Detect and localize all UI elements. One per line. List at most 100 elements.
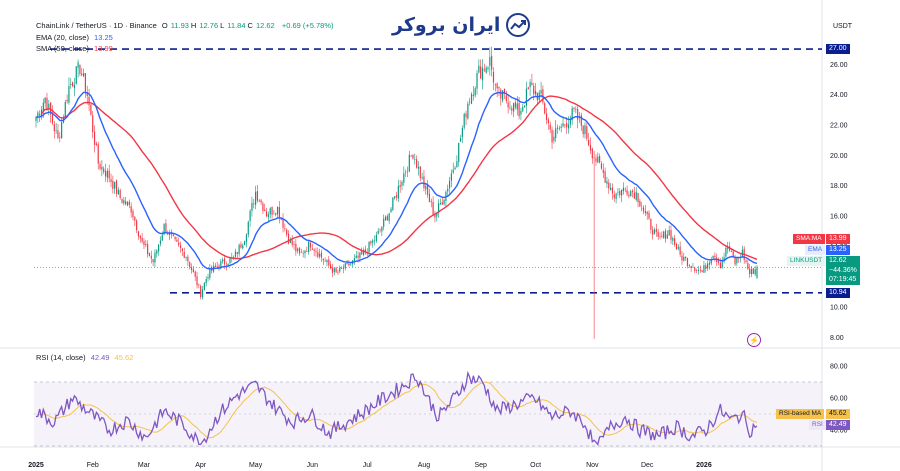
candle-body bbox=[545, 113, 548, 120]
candle-body bbox=[642, 207, 645, 212]
candle-body bbox=[419, 166, 421, 178]
candle-body bbox=[207, 277, 209, 279]
candle-body bbox=[569, 118, 571, 125]
candle-body bbox=[319, 253, 321, 257]
candle-body bbox=[178, 242, 180, 246]
candle-body bbox=[311, 248, 313, 250]
candle-body bbox=[72, 82, 74, 86]
candle-body bbox=[628, 194, 630, 197]
candle-body bbox=[620, 189, 623, 196]
candle-body bbox=[483, 69, 485, 71]
candle-body bbox=[264, 209, 266, 212]
candle-body bbox=[450, 173, 452, 181]
candle-body bbox=[703, 265, 705, 273]
candle-body bbox=[339, 267, 341, 272]
candle-body bbox=[42, 102, 44, 112]
candle-body bbox=[79, 64, 81, 74]
candle-body bbox=[205, 279, 207, 284]
ohlc-value-h: 12.76 bbox=[199, 21, 219, 30]
candle-body bbox=[342, 268, 345, 269]
candle-body bbox=[335, 267, 337, 273]
candle-body bbox=[547, 119, 549, 124]
candle-body bbox=[750, 269, 753, 275]
candle-body bbox=[714, 255, 716, 258]
time-axis-label: Nov bbox=[586, 462, 599, 469]
candle-body bbox=[644, 210, 646, 213]
candle-body bbox=[513, 103, 515, 112]
candle-body bbox=[624, 188, 626, 190]
ema-legend[interactable]: EMA (20, close) 13.25 bbox=[36, 34, 116, 42]
candle-body bbox=[147, 244, 149, 255]
candle-body bbox=[452, 169, 454, 173]
candle-body bbox=[416, 159, 418, 168]
candle-body bbox=[238, 244, 240, 254]
candle-body bbox=[286, 229, 288, 235]
candle-body bbox=[108, 170, 110, 179]
candle-body bbox=[675, 243, 678, 250]
ohlc-key-h: H bbox=[190, 21, 197, 30]
candle-body bbox=[710, 258, 712, 264]
ohlc-key-o: O bbox=[161, 21, 168, 30]
candle-body bbox=[216, 266, 218, 267]
candle-body bbox=[280, 218, 282, 220]
candle-body bbox=[373, 240, 376, 242]
candle-body bbox=[553, 136, 555, 141]
candle-body bbox=[562, 123, 564, 127]
candle-body bbox=[320, 252, 323, 258]
candle-body bbox=[692, 267, 694, 268]
candle-body bbox=[302, 253, 304, 254]
candle-body bbox=[203, 282, 205, 290]
candle-body bbox=[397, 186, 399, 199]
candle-body bbox=[128, 201, 130, 205]
candle-body bbox=[410, 156, 412, 157]
candle-body bbox=[368, 241, 370, 253]
candle-body bbox=[534, 90, 537, 95]
candle-body bbox=[586, 126, 588, 139]
candle-body bbox=[458, 143, 460, 163]
candle-body bbox=[119, 190, 121, 199]
candle-body bbox=[220, 261, 222, 269]
candle-body bbox=[225, 265, 227, 267]
candle-body bbox=[362, 250, 365, 255]
candle-body bbox=[597, 156, 599, 163]
candle-body bbox=[209, 268, 211, 278]
candle-body bbox=[617, 191, 619, 193]
lightning-alert-icon[interactable]: ⚡ bbox=[747, 333, 761, 347]
price-tick-label: 26.00 bbox=[830, 62, 848, 69]
rsi-side-label: RSI bbox=[809, 420, 826, 430]
rsi-tick-label: 60.00 bbox=[830, 396, 848, 403]
sma-legend[interactable]: SMA (50, close) 13.99 bbox=[36, 45, 116, 53]
candle-body bbox=[359, 252, 361, 258]
sma-price-tag: 13.99 bbox=[826, 234, 850, 244]
time-axis-label: Apr bbox=[195, 462, 207, 469]
candle-body bbox=[694, 267, 696, 271]
price-tick-label: 24.00 bbox=[830, 92, 848, 99]
candle-body bbox=[81, 73, 83, 76]
candle-body bbox=[39, 114, 41, 116]
candle-body bbox=[86, 92, 88, 96]
candle-body bbox=[558, 128, 560, 130]
candle-body bbox=[633, 192, 635, 199]
symbol-side-label: LINKUSDT bbox=[787, 256, 826, 266]
candle-body bbox=[322, 258, 324, 261]
candle-body bbox=[688, 265, 690, 266]
candle-body bbox=[165, 223, 167, 234]
candle-body bbox=[606, 181, 608, 184]
candle-body bbox=[59, 136, 61, 138]
candle-body bbox=[265, 211, 268, 216]
candle-body bbox=[82, 73, 85, 77]
candle-body bbox=[595, 158, 597, 162]
candle-body bbox=[514, 102, 517, 108]
rsi-legend[interactable]: RSI (14, close) 42.49 45.62 bbox=[36, 354, 136, 362]
resistance-price-tag: 27.00 bbox=[826, 44, 850, 55]
candle-body bbox=[467, 103, 469, 119]
candle-body bbox=[139, 235, 141, 239]
candle-body bbox=[615, 193, 617, 200]
candle-body bbox=[491, 55, 493, 70]
candle-body bbox=[454, 167, 456, 170]
symbol-title: ChainLink / TetherUS · 1D · Binance bbox=[36, 21, 157, 30]
chart-trend-icon bbox=[506, 13, 531, 37]
candle-body bbox=[489, 57, 491, 66]
